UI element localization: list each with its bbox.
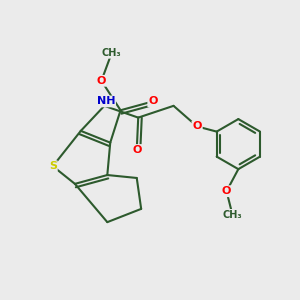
Text: O: O bbox=[97, 76, 106, 86]
Text: O: O bbox=[148, 96, 158, 106]
Text: NH: NH bbox=[97, 96, 115, 106]
Text: O: O bbox=[192, 122, 202, 131]
Text: O: O bbox=[222, 186, 231, 196]
Text: CH₃: CH₃ bbox=[223, 210, 242, 220]
Text: CH₃: CH₃ bbox=[102, 48, 122, 58]
Text: S: S bbox=[49, 161, 57, 171]
Text: O: O bbox=[132, 145, 141, 155]
